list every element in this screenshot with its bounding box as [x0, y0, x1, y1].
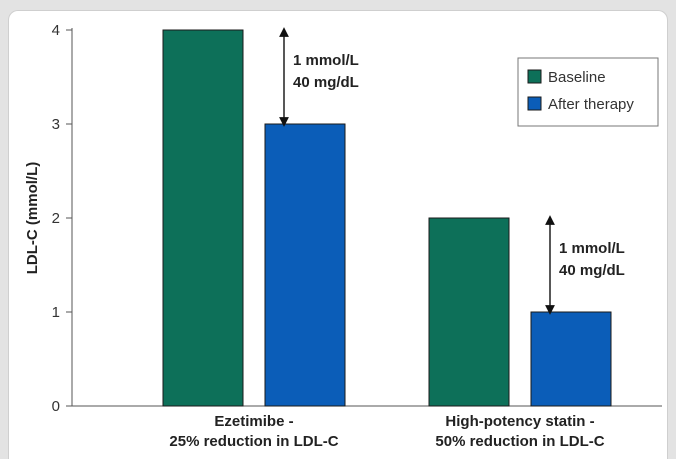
- y-axis-title: LDL-C (mmol/L): [24, 162, 41, 274]
- y-tick-label: 0: [52, 398, 60, 415]
- change-annotation-1: 1 mmol/L: [293, 52, 359, 69]
- y-tick-label: 1: [52, 304, 60, 321]
- bar-after-therapy-2: [530, 311, 612, 407]
- change-annotation-2: 40 mg/dL: [559, 262, 625, 279]
- category-label-2: High-potency statin -: [445, 413, 594, 430]
- y-tick-label: 3: [52, 116, 60, 133]
- legend-swatch-1: [527, 69, 542, 84]
- legend-label-1: Baseline: [548, 69, 606, 86]
- category-label-2: 50% reduction in LDL-C: [435, 433, 604, 450]
- change-annotation-1: 40 mg/dL: [293, 74, 359, 91]
- bar-baseline-2: [428, 217, 510, 407]
- change-annotation-2: 1 mmol/L: [559, 240, 625, 257]
- legend-box: [517, 57, 659, 127]
- bar-baseline-1: [162, 29, 244, 407]
- y-tick-label: 2: [52, 210, 60, 227]
- category-label-1: Ezetimibe -: [214, 413, 293, 430]
- category-label-1: 25% reduction in LDL-C: [169, 433, 338, 450]
- y-tick-label: 4: [52, 22, 60, 39]
- bar-after-therapy-1: [264, 123, 346, 407]
- legend-swatch-2: [527, 96, 542, 111]
- legend-label-2: After therapy: [548, 96, 634, 113]
